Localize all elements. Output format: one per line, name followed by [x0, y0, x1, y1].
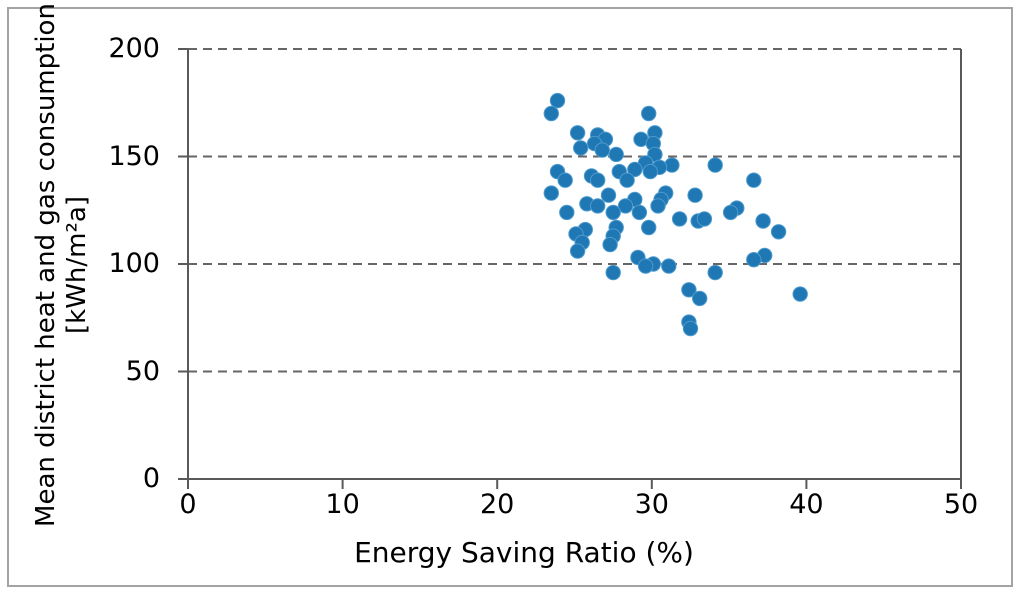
data-point — [770, 224, 787, 240]
data-point — [661, 258, 677, 274]
x-tick-label-0: 0 — [179, 489, 197, 520]
data-point — [573, 140, 589, 156]
figure-border — [7, 7, 1013, 587]
data-point — [631, 204, 648, 221]
data-point — [619, 172, 635, 188]
data-point — [746, 172, 762, 188]
data-point — [650, 198, 666, 214]
data-point — [543, 105, 559, 122]
data-point — [671, 211, 688, 227]
x-tick-label-10: 10 — [325, 489, 360, 520]
data-point — [696, 211, 713, 227]
data-point — [559, 204, 575, 221]
data-point — [543, 185, 559, 201]
data-point — [687, 187, 703, 203]
data-point — [792, 286, 808, 302]
y-tick-label-200: 200 — [108, 33, 160, 64]
data-point — [602, 236, 618, 253]
x-tick-label-20: 20 — [480, 489, 515, 520]
data-point — [549, 92, 566, 109]
y-tick-label-100: 100 — [108, 248, 160, 279]
data-point — [722, 204, 739, 221]
y-axis-title-line1: Mean district heat and gas consumption — [31, 3, 61, 527]
data-point — [641, 219, 657, 236]
data-point — [755, 213, 771, 229]
data-point — [569, 125, 586, 141]
data-point — [594, 142, 610, 158]
x-axis-title: Energy Saving Ratio (%) — [354, 536, 694, 569]
data-point — [682, 320, 699, 337]
data-point — [707, 264, 723, 281]
data-point — [627, 161, 643, 178]
data-point — [590, 198, 606, 214]
data-point — [608, 146, 624, 163]
data-point — [605, 204, 621, 221]
data-point — [569, 243, 586, 259]
data-point — [681, 282, 697, 298]
data-point — [590, 172, 606, 188]
data-point — [641, 105, 657, 122]
data-point — [557, 172, 573, 188]
data-point — [707, 157, 723, 173]
y-tick-label-150: 150 — [108, 140, 160, 172]
data-point — [746, 252, 762, 268]
data-point — [605, 264, 621, 281]
y-tick-label-50: 50 — [125, 355, 160, 387]
data-point — [617, 198, 634, 214]
data-point — [692, 290, 708, 307]
data-point — [600, 187, 617, 203]
x-tick-label-30: 30 — [634, 489, 669, 520]
x-tick-label-40: 40 — [789, 489, 824, 520]
x-tick-label-50: 50 — [943, 489, 979, 520]
data-point — [642, 163, 658, 180]
data-point — [637, 258, 654, 274]
y-tick-label-0: 0 — [142, 463, 160, 494]
